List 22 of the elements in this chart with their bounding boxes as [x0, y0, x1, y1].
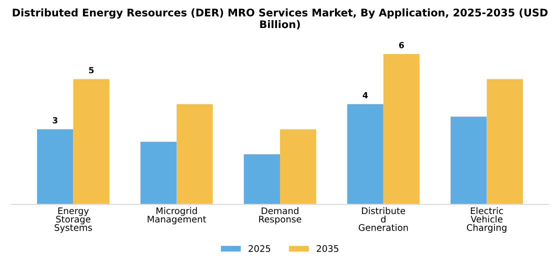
data-label: 3	[52, 117, 58, 124]
bar	[140, 142, 177, 204]
bar	[383, 54, 420, 204]
bar	[280, 129, 316, 204]
x-tick-label: Electric Vehicle Charging	[466, 207, 506, 233]
bar	[73, 79, 110, 204]
bar	[37, 129, 74, 204]
x-tick-label: Energy Storage Systems	[54, 207, 92, 233]
bar	[347, 104, 384, 204]
data-label: 6	[399, 42, 404, 48]
data-label: 4	[362, 92, 368, 98]
bar	[486, 79, 523, 204]
x-tick-label: Microgrid Management	[148, 207, 206, 224]
bar	[450, 116, 487, 204]
bar	[244, 154, 280, 204]
x-tick-label: Distribute d Generation	[358, 207, 408, 231]
bar	[176, 104, 213, 204]
x-tick-label: Demand Response	[259, 207, 302, 224]
chart-title: Distributed Energy Resources (DER) MRO Services Market, By Application, 2025-2035 (USD Billion)	[12, 8, 548, 30]
legend-label: 2025	[248, 245, 270, 252]
data-label: 5	[89, 67, 94, 74]
legend-label: 2035	[316, 245, 338, 252]
